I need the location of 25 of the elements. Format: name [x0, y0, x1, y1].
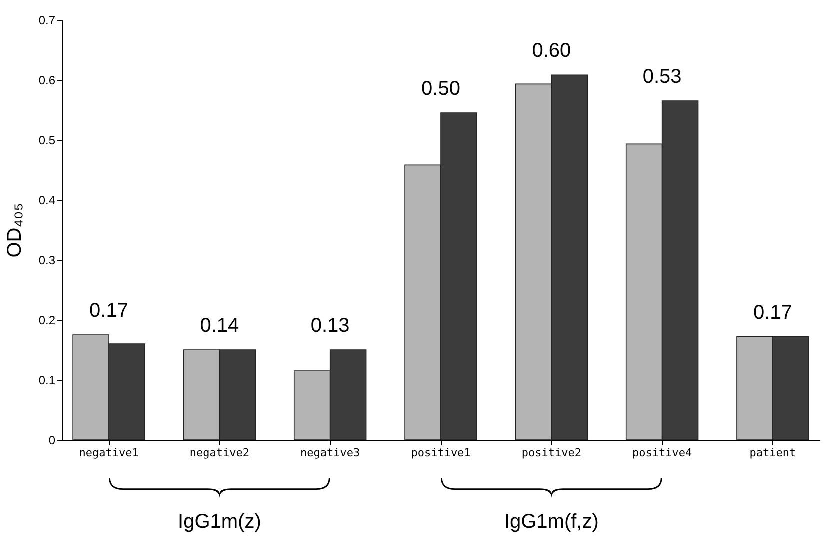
annotation: 0.60 [532, 40, 572, 62]
x-tick-label: positive2 [522, 446, 582, 460]
annotation: 0.14 [200, 315, 240, 337]
y-tick-label: 0.4 [38, 194, 56, 208]
y-tick-label: 0.2 [38, 314, 56, 328]
y-axis-title: OD₄₀₅ [4, 203, 26, 258]
x-tick-label: negative3 [300, 446, 360, 460]
annotation: 0.17 [754, 302, 792, 324]
x-tick-label: positive1 [411, 446, 471, 460]
annotation: 0.17 [90, 300, 128, 322]
x-tick-label: negative1 [79, 446, 139, 460]
x-tick-label: patient [750, 446, 796, 460]
y-tick-label: 0.5 [38, 134, 56, 148]
x-tick-label: positive4 [632, 446, 692, 460]
text: IgG1m(f,z) [504, 511, 599, 533]
y-tick-label: 0.3 [38, 254, 56, 268]
annotation: 0.13 [310, 315, 350, 337]
y-tick-label: 0.7 [38, 14, 56, 28]
x-tick-label: negative2 [190, 446, 250, 460]
annotation: 0.50 [422, 78, 460, 100]
text: IgG1m(z) [178, 511, 262, 533]
y-tick-label: 0 [48, 434, 56, 448]
y-tick-label: 0.6 [38, 74, 56, 88]
y-tick-label: 0.1 [38, 374, 56, 388]
annotation: 0.53 [642, 66, 682, 88]
